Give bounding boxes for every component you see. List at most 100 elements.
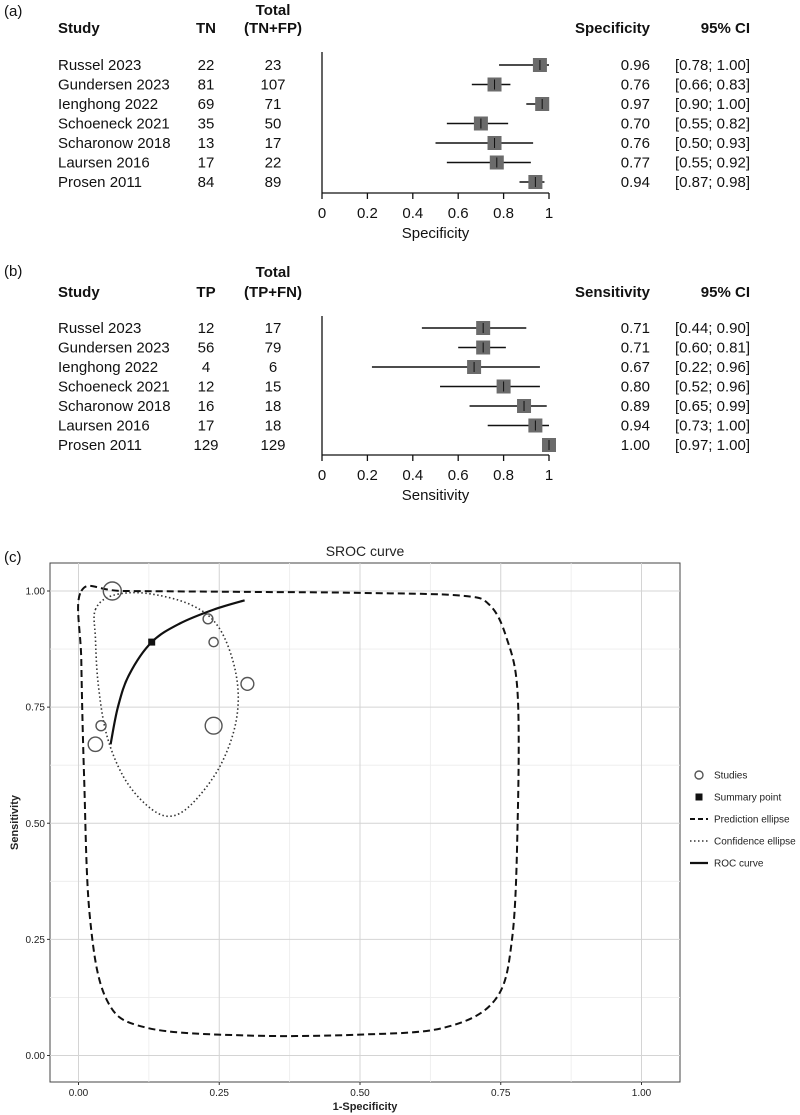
ci-value: [0.73; 1.00] (675, 418, 750, 435)
x-tick-label: 0 (318, 467, 326, 484)
study-total: 17 (265, 135, 282, 152)
ci-value: [0.97; 1.00] (675, 437, 750, 454)
x-tick-label: 1 (545, 467, 553, 484)
estimate-value: 0.80 (621, 379, 650, 396)
panel-b-header-count: TP (196, 284, 215, 301)
prediction-ellipse (77, 584, 520, 1038)
estimate-value: 0.94 (621, 174, 650, 191)
x-tick-label: 0.2 (357, 467, 378, 484)
panel-a-header-study: Study (58, 20, 100, 37)
panel-b-header-total-1: Total (256, 264, 291, 281)
study-total: 50 (265, 116, 282, 133)
study-name: Schoeneck 2021 (58, 379, 170, 396)
study-count: 35 (198, 116, 215, 133)
study-count: 13 (198, 135, 215, 152)
study-point (202, 613, 214, 625)
study-total: 129 (260, 437, 285, 454)
study-name: Russel 2023 (58, 57, 141, 74)
estimate-value: 0.71 (621, 320, 650, 337)
ci-value: [0.78; 1.00] (675, 57, 750, 74)
panel-b-label: (b) (4, 263, 22, 280)
panel-a-header-total-2: (TN+FP) (244, 20, 302, 37)
y-tick-label: 0.75 (26, 703, 46, 714)
study-total: 107 (260, 77, 285, 94)
study-name: Prosen 2011 (58, 437, 142, 454)
study-name: Ienghong 2022 (58, 96, 158, 113)
sroc-plot: SROC curve 0.00 0.25 0.50 0.75 1.00 0.00 0.25 0.… (9, 543, 796, 1113)
legend-key-studies (694, 770, 704, 780)
x-axis-label: Specificity (402, 225, 470, 242)
x-axis-label: 1-Specificity (333, 1101, 399, 1113)
panel-b-header-study: Study (58, 284, 100, 301)
forest-plot-specificity: Russel 2023 22 23 0.96 [0.78; 1.00] Gundersen… (58, 52, 750, 242)
panel-b-header-ci: 95% CI (701, 284, 750, 301)
y-tick-label: 1.00 (26, 587, 46, 598)
study-name: Scharonow 2018 (58, 135, 171, 152)
study-name: Laursen 2016 (58, 155, 150, 172)
study-count: 17 (198, 418, 215, 435)
x-tick-label: 0.8 (493, 205, 514, 222)
estimate-value: 0.76 (621, 135, 650, 152)
panel-a-header-estimate: Specificity (575, 20, 651, 37)
study-count: 12 (198, 379, 215, 396)
study-total: 17 (265, 320, 282, 337)
estimate-value: 0.96 (621, 57, 650, 74)
confidence-ellipse (93, 591, 240, 818)
study-count: 16 (198, 398, 215, 415)
panel-b-header-total-2: (TP+FN) (244, 284, 302, 301)
study-count: 69 (198, 96, 215, 113)
study-point (240, 676, 255, 692)
study-count: 12 (198, 320, 215, 337)
study-count: 81 (198, 77, 215, 94)
study-count: 129 (193, 437, 218, 454)
estimate-value: 0.76 (621, 77, 650, 94)
study-point (204, 716, 223, 735)
summary-point (148, 638, 156, 646)
legend-label: Studies (714, 771, 747, 782)
study-total: 6 (269, 359, 277, 376)
study-point (95, 720, 107, 732)
x-tick-label: 0.4 (402, 467, 423, 484)
panel-a-label: (a) (4, 3, 22, 20)
study-count: 22 (198, 57, 215, 74)
study-point (208, 636, 219, 648)
x-tick-label: 0.6 (448, 467, 469, 484)
x-tick-label: 0.4 (402, 205, 423, 222)
ci-value: [0.50; 0.93] (675, 135, 750, 152)
study-name: Gundersen 2023 (58, 340, 170, 357)
plot-frame (49, 562, 681, 1083)
study-total: 89 (265, 174, 282, 191)
study-name: Ienghong 2022 (58, 359, 158, 376)
ci-value: [0.66; 0.83] (675, 77, 750, 94)
x-tick-label: 0 (318, 205, 326, 222)
panel-b-header-estimate: Sensitivity (575, 284, 651, 301)
study-name: Prosen 2011 (58, 174, 142, 191)
x-tick-label: 0.25 (210, 1088, 230, 1099)
panel-c-label: (c) (4, 549, 22, 566)
study-name: Russel 2023 (58, 320, 141, 337)
study-point (87, 736, 104, 753)
x-tick-label: 0.75 (491, 1088, 511, 1099)
x-tick-label: 0.8 (493, 467, 514, 484)
study-total: 23 (265, 57, 282, 74)
study-total: 71 (265, 96, 282, 113)
estimate-value: 0.70 (621, 116, 650, 133)
study-total: 18 (265, 398, 282, 415)
x-tick-label: 0.2 (357, 205, 378, 222)
x-tick-label: 1.00 (632, 1088, 652, 1099)
estimate-value: 0.71 (621, 340, 650, 357)
study-total: 18 (265, 418, 282, 435)
ci-value: [0.65; 0.99] (675, 398, 750, 415)
estimate-value: 0.89 (621, 398, 650, 415)
ci-value: [0.60; 0.81] (675, 340, 750, 357)
x-axis-label: Sensitivity (402, 487, 470, 504)
estimate-value: 0.67 (621, 359, 650, 376)
study-total: 15 (265, 379, 282, 396)
estimate-value: 0.97 (621, 96, 650, 113)
panel-a: (a) Study TN Total (TN+FP) Specificity 9… (4, 2, 750, 242)
x-tick-label: 0.6 (448, 205, 469, 222)
legend-label: ROC curve (714, 859, 764, 870)
study-count: 84 (198, 174, 215, 191)
legend-key-summary (695, 793, 703, 801)
